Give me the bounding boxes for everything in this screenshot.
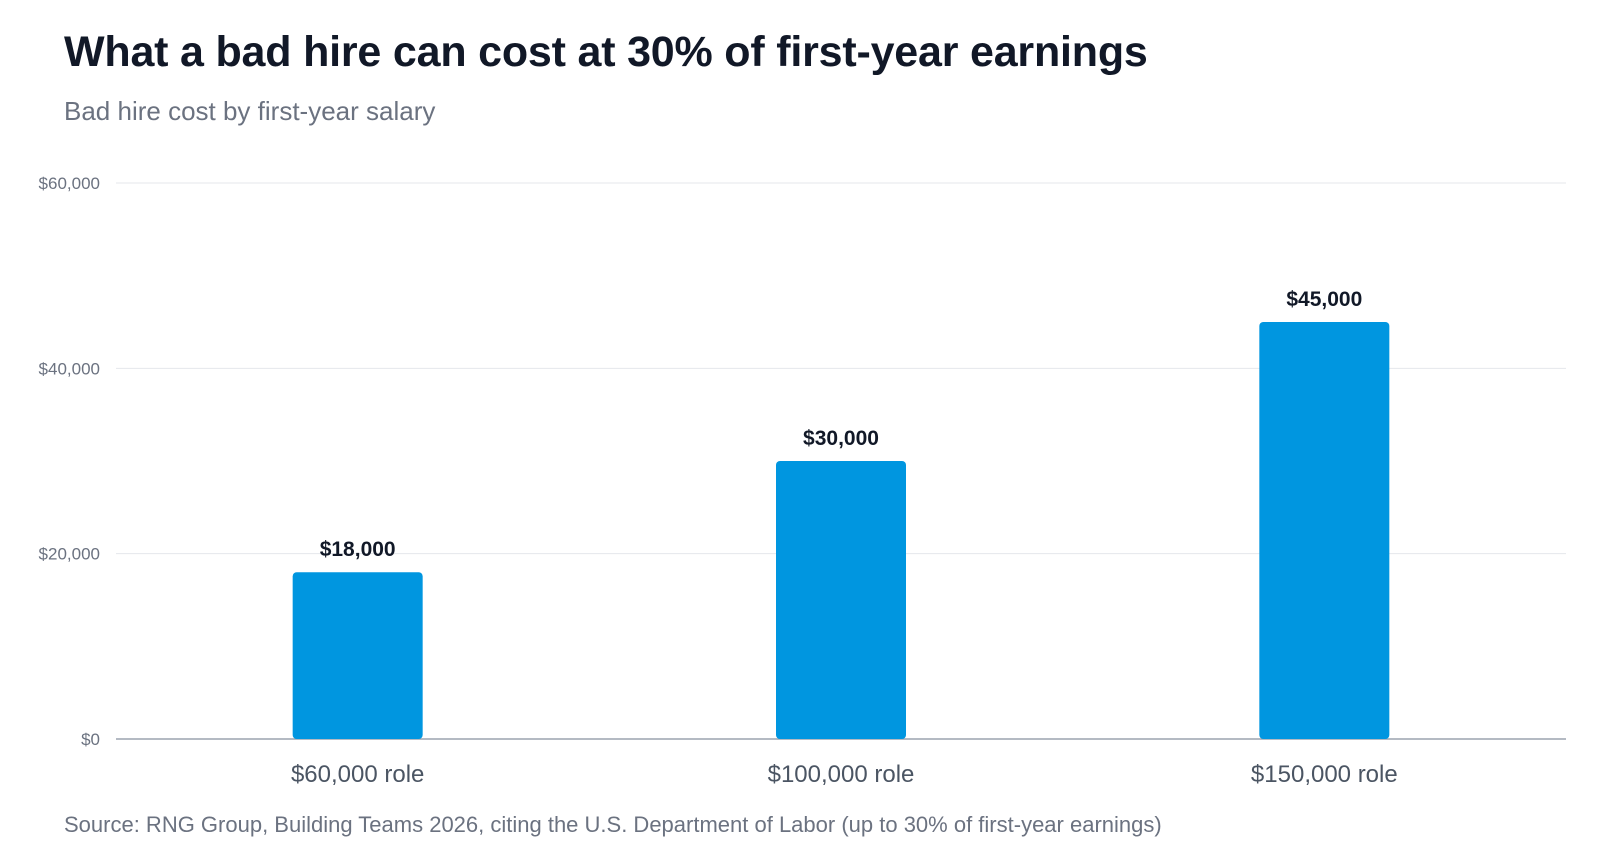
- chart-title: What a bad hire can cost at 30% of first…: [64, 28, 1148, 76]
- bar-value-label: $45,000: [1286, 288, 1362, 311]
- bar-value-label: $30,000: [803, 427, 879, 450]
- bar-value-label: $18,000: [320, 538, 396, 561]
- y-tick-label: $40,000: [39, 359, 100, 378]
- y-tick-label: $60,000: [39, 174, 100, 193]
- x-category-label: $100,000 role: [768, 761, 915, 788]
- bar: [776, 461, 906, 739]
- bar: [1259, 322, 1390, 739]
- source-note: Source: RNG Group, Building Teams 2026, …: [64, 812, 1162, 837]
- x-category-label: $150,000 role: [1251, 761, 1398, 788]
- y-tick-label: $20,000: [39, 545, 100, 564]
- bar: [292, 572, 423, 739]
- x-category-label: $60,000 role: [291, 761, 424, 788]
- chart-subtitle: Bad hire cost by first-year salary: [64, 96, 436, 126]
- y-tick-label: $0: [81, 730, 100, 749]
